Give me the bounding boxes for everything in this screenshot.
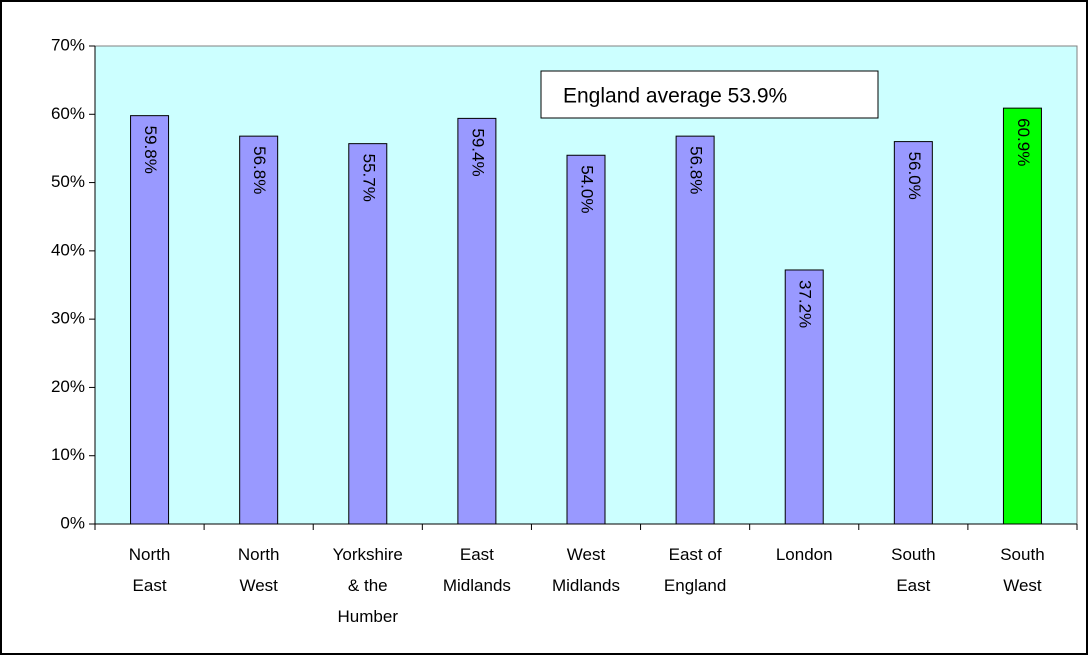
y-tick-label: 40% (51, 240, 85, 259)
annotation: England average 53.9% (563, 85, 787, 108)
y-tick-label: 50% (51, 172, 85, 191)
y-tick-label: 0% (60, 513, 85, 532)
annotation-box (540, 70, 879, 119)
value-label: 55.7% (359, 154, 378, 202)
x-tick-label: London (776, 545, 833, 564)
bar (1002, 107, 1042, 525)
y-tick-label: 60% (51, 104, 85, 123)
x-tick-label: South East (891, 545, 935, 595)
x-tick-label: North West (238, 545, 280, 595)
y-tick-label: 70% (51, 35, 85, 54)
bar (348, 143, 388, 525)
value-label: 59.4% (468, 128, 487, 176)
x-tick-label: South West (1000, 545, 1044, 595)
bar (566, 154, 606, 525)
bar (675, 135, 715, 525)
value-label: 56.0% (905, 152, 924, 200)
x-tick-label: West Midlands (552, 545, 620, 595)
value-label: 37.2% (796, 280, 815, 328)
x-tick-label: East of England (664, 545, 726, 595)
y-tick-label: 20% (51, 377, 85, 396)
value-label: 59.8% (141, 126, 160, 174)
bar (130, 115, 170, 525)
value-label: 56.8% (250, 146, 269, 194)
bar (457, 117, 497, 525)
bar (893, 141, 933, 525)
y-tick-label: 30% (51, 309, 85, 328)
bar (239, 135, 279, 525)
x-tick-label: Yorkshire & the Humber (333, 545, 403, 626)
bar (784, 269, 824, 525)
y-tick-label: 10% (51, 445, 85, 464)
value-label: 60.9% (1014, 118, 1033, 166)
x-tick-label: East Midlands (443, 545, 511, 595)
x-tick-label: North East (129, 545, 171, 595)
value-label: 54.0% (578, 165, 597, 213)
value-label: 56.8% (687, 146, 706, 194)
